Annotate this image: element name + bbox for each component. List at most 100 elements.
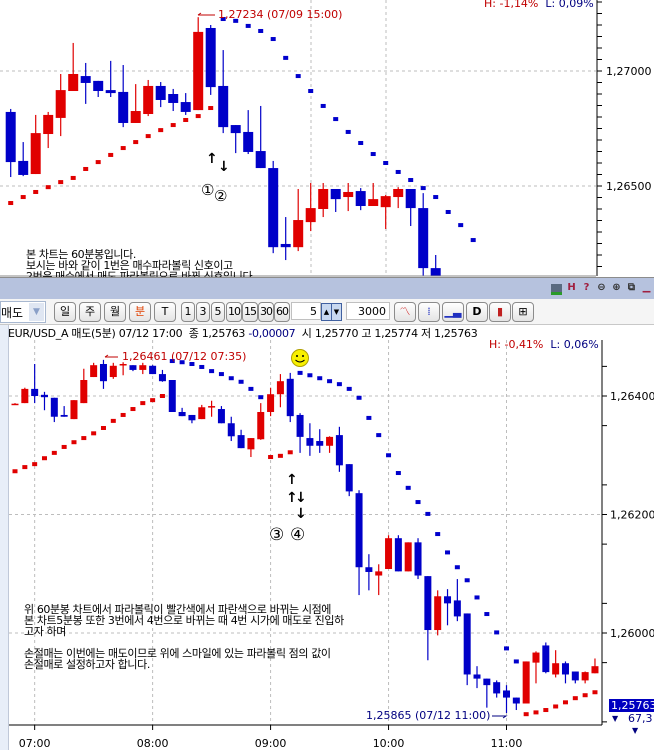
download-icon[interactable]: [551, 284, 562, 295]
spin-down-icon[interactable]: ▼: [331, 303, 342, 321]
candle: [581, 671, 589, 684]
candle-body: [158, 374, 166, 382]
candle-body: [591, 666, 599, 674]
candle: [365, 554, 373, 591]
sar-dot: [366, 415, 372, 420]
interval-input[interactable]: 5: [291, 302, 321, 320]
grid-table-icon[interactable]: ⊞: [512, 302, 534, 322]
candle: [149, 365, 157, 375]
x-tick-label: 11:00: [491, 737, 523, 750]
minute-10-button[interactable]: 10: [226, 302, 242, 322]
candle-body: [105, 90, 116, 94]
candle-body: [5, 111, 16, 163]
candle-body: [453, 600, 461, 617]
candle: [267, 387, 275, 417]
sar-dot: [572, 696, 578, 701]
minute-3-button[interactable]: 3: [196, 302, 210, 322]
sar-dot: [484, 612, 490, 617]
arrow-up-icon: ↑: [206, 151, 218, 167]
candle: [522, 661, 530, 704]
candle: [118, 65, 129, 128]
sar-dot: [150, 398, 156, 403]
minute-60-button[interactable]: 60: [274, 302, 290, 322]
sar-dot: [474, 595, 480, 600]
minute-15-button[interactable]: 15: [242, 302, 258, 322]
note-line: 본 차트5분봉 또한 3번에서 4번으로 바뀌는 때 4번 시가에 매도로 진입…: [24, 614, 344, 627]
candle: [255, 105, 266, 169]
document-d-icon[interactable]: D: [466, 302, 488, 322]
left-scroll-strip[interactable]: [0, 325, 9, 750]
candle: [168, 380, 176, 412]
candle-doc-icon[interactable]: ▮: [489, 302, 511, 322]
period-minute-button[interactable]: 분: [129, 302, 151, 322]
candle: [335, 426, 343, 472]
sar-dot: [183, 117, 189, 122]
candle-body: [180, 102, 191, 112]
sar-dot: [258, 28, 264, 33]
arrow-up-icon: ↑: [286, 472, 298, 488]
candle-body: [227, 423, 235, 437]
sar-dot: [287, 450, 293, 455]
sar-dot: [130, 407, 136, 412]
period-day-button[interactable]: 일: [54, 302, 76, 322]
sar-dot: [295, 74, 301, 79]
sar-dot: [145, 134, 151, 139]
sar-dot: [209, 369, 215, 374]
sar-dot: [433, 195, 439, 200]
minute-1-button[interactable]: 1: [181, 302, 195, 322]
candle-body: [581, 672, 589, 681]
sar-dot: [58, 180, 64, 185]
sar-dot: [320, 103, 326, 108]
restore-icon[interactable]: ⧉: [627, 282, 636, 293]
sar-dot: [445, 209, 451, 214]
sar-dot: [425, 511, 431, 516]
period-week-button[interactable]: 주: [79, 302, 101, 322]
candle-body: [522, 661, 530, 704]
sar-dot: [395, 471, 401, 476]
candle-body: [463, 613, 471, 675]
candle-body: [119, 364, 127, 366]
sar-dot: [120, 412, 126, 417]
side-select[interactable]: 매도 ▼: [0, 301, 46, 323]
sar-dot: [179, 360, 185, 365]
sar-dot: [383, 161, 389, 165]
sar-dot: [553, 704, 559, 709]
minimize-icon[interactable]: ▁: [642, 282, 651, 293]
minute-5-button[interactable]: 5: [211, 302, 225, 322]
zoom-in-icon[interactable]: ⊕: [612, 282, 621, 293]
top-chart-plot: 1,27234 (07/09 15:00): [5, 8, 476, 276]
zoom-out-icon[interactable]: ⊖: [597, 282, 606, 293]
h-split-icon[interactable]: H: [567, 282, 576, 293]
candle: [276, 374, 284, 408]
candle: [143, 79, 154, 117]
sar-dot: [81, 436, 87, 441]
sar-dot: [195, 114, 201, 119]
period-tick-button[interactable]: T: [154, 302, 176, 322]
sar-dot: [386, 453, 392, 458]
candle: [483, 678, 491, 708]
help-icon[interactable]: ?: [583, 282, 590, 293]
candle: [430, 255, 441, 276]
minute-30-button[interactable]: 30: [258, 302, 274, 322]
note-line: 위 60분봉 차트에서 파라볼릭이 빨간색에서 파란색으로 바뀌는 시점에: [24, 603, 332, 616]
sar-dot: [170, 123, 176, 128]
bar-chart-icon[interactable]: ▁▃: [442, 302, 464, 322]
sar-dot: [395, 169, 401, 174]
period-month-button[interactable]: 월: [104, 302, 126, 322]
count-input[interactable]: 3000: [346, 302, 390, 320]
sar-dot: [71, 440, 77, 445]
candle: [542, 642, 550, 674]
marker-3: ③: [269, 525, 284, 545]
note-line: 손절매로 설정하고자 합니다.: [24, 658, 150, 671]
chevron-down-icon[interactable]: ▼: [29, 303, 44, 321]
line-chart-icon[interactable]: 〽: [394, 302, 416, 322]
candle: [268, 160, 279, 254]
y-tick-label: 1,26500: [606, 180, 652, 193]
dot-chart-icon[interactable]: ⁞: [418, 302, 440, 322]
candle-body: [21, 388, 29, 404]
candle-body: [355, 493, 363, 568]
candle-body: [306, 438, 314, 446]
candle: [434, 590, 442, 636]
candle: [55, 73, 66, 137]
candle-body: [255, 151, 266, 169]
